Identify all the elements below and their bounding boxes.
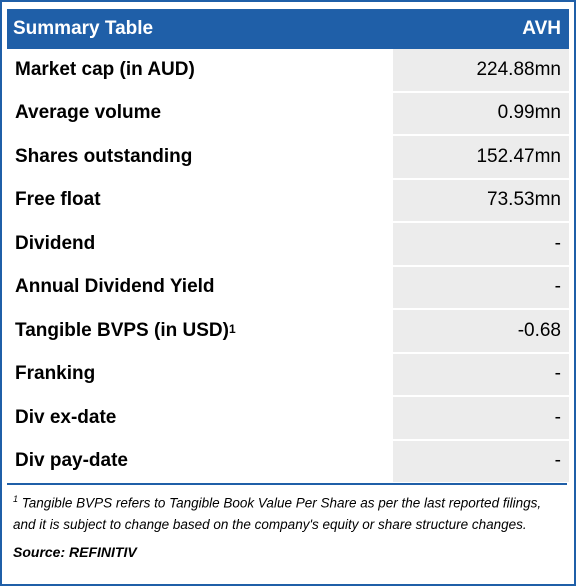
row-value: -: [393, 397, 569, 439]
row-label: Dividend: [7, 223, 390, 265]
row-label-text: Tangible BVPS (in USD): [15, 319, 229, 341]
table-header: Summary Table AVH: [7, 9, 569, 49]
row-value: 0.99mn: [393, 92, 569, 134]
row-label: Franking: [7, 353, 390, 395]
table-row: Average volume 0.99mn: [7, 92, 569, 136]
row-value: -: [393, 440, 569, 482]
table-row: Free float 73.53mn: [7, 179, 569, 223]
table-body: Market cap (in AUD) 224.88mn Average vol…: [7, 49, 569, 484]
table-row: Div pay-date -: [7, 440, 569, 484]
row-value: -: [393, 353, 569, 395]
footnote-text: Tangible BVPS refers to Tangible Book Va…: [13, 495, 542, 532]
row-label: Average volume: [7, 92, 390, 134]
table-row: Dividend -: [7, 223, 569, 267]
row-value: 152.47mn: [393, 136, 569, 178]
footnote-marker: 1: [13, 494, 19, 504]
row-value: -0.68: [393, 310, 569, 352]
table-row: Tangible BVPS (in USD) 1 -0.68: [7, 310, 569, 354]
row-value: -: [393, 223, 569, 265]
row-value: 73.53mn: [393, 179, 569, 221]
row-label: Tangible BVPS (in USD) 1: [7, 310, 390, 352]
row-label: Div ex-date: [7, 397, 390, 439]
row-value: -: [393, 266, 569, 308]
row-label: Annual Dividend Yield: [7, 266, 390, 308]
table-title: Summary Table: [13, 18, 154, 39]
row-value: 224.88mn: [393, 49, 569, 91]
table-row: Market cap (in AUD) 224.88mn: [7, 49, 569, 93]
table-row: Div ex-date -: [7, 397, 569, 441]
table-row: Annual Dividend Yield -: [7, 266, 569, 310]
footnote-marker: 1: [228, 321, 236, 336]
row-label: Free float: [7, 179, 390, 221]
row-label: Div pay-date: [7, 440, 390, 482]
source-label: Source: REFINITIV: [13, 543, 137, 560]
table-row: Shares outstanding 152.47mn: [7, 136, 569, 180]
footnote: 1 Tangible BVPS refers to Tangible Book …: [7, 489, 567, 535]
row-label: Shares outstanding: [7, 136, 390, 178]
ticker-label: AVH: [522, 18, 561, 39]
table-footer: 1 Tangible BVPS refers to Tangible Book …: [7, 483, 567, 563]
row-label: Market cap (in AUD): [7, 49, 390, 91]
table-row: Franking -: [7, 353, 569, 397]
